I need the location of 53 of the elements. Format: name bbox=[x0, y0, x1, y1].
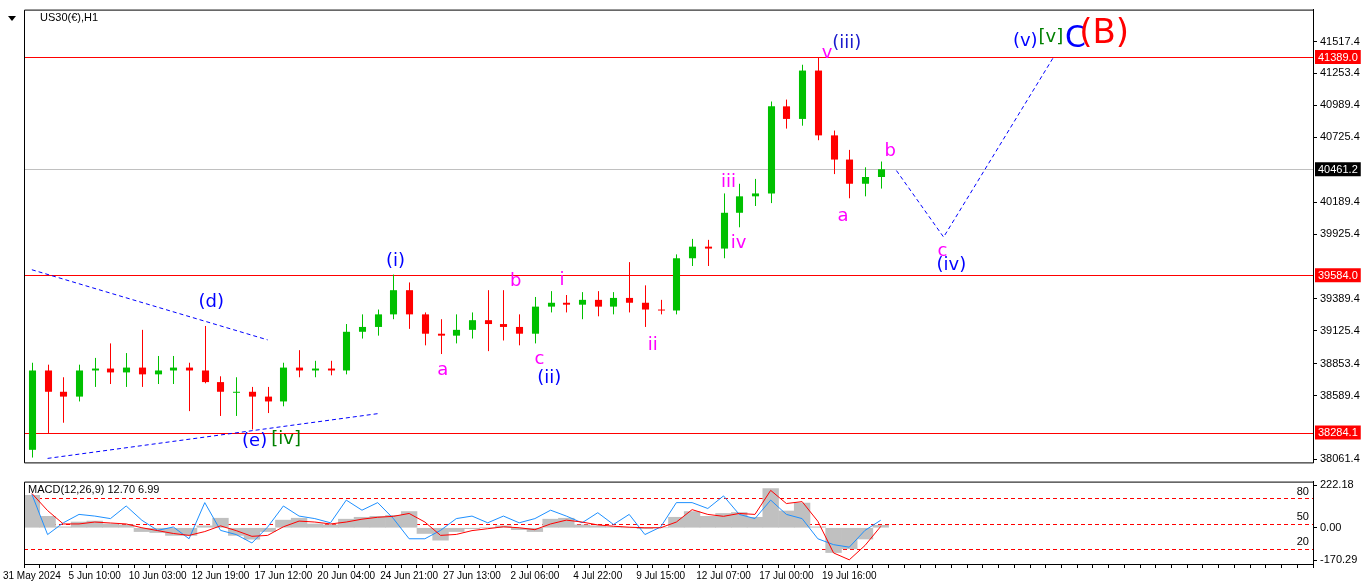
x-tick-label: 17 Jul 00:00 bbox=[759, 569, 815, 581]
annotation: (d) bbox=[198, 290, 224, 312]
annotation: iii bbox=[721, 169, 737, 191]
annotation: a bbox=[437, 357, 449, 379]
x-tick-label: 9 Jul 15:00 bbox=[636, 569, 686, 581]
y-tick-label: 40189.4 bbox=[1320, 195, 1360, 208]
x-tick-label: 17 Jun 12:00 bbox=[254, 569, 313, 581]
annotation: (v) bbox=[1012, 29, 1038, 51]
y-tick-label: 39389.4 bbox=[1320, 291, 1360, 304]
annotation: i bbox=[559, 267, 565, 289]
chart-title: MACD(12,26,9) 12.70 6.99 bbox=[28, 483, 160, 496]
x-tick-label: 27 Jun 13:00 bbox=[443, 569, 502, 581]
x-tick-label: 19 Jul 16:00 bbox=[822, 569, 877, 581]
ref-line-label: 39584.0 bbox=[1318, 268, 1358, 281]
y-tick-label: 39925.4 bbox=[1320, 227, 1360, 240]
y-tick-label: 222.18 bbox=[1320, 478, 1354, 491]
ref-line-label: 50 bbox=[1296, 510, 1309, 523]
annotation: c bbox=[534, 346, 545, 368]
y-tick-label: 38589.4 bbox=[1320, 388, 1360, 401]
y-tick-label: 38061.4 bbox=[1320, 452, 1360, 465]
annotation: (e) bbox=[242, 428, 268, 450]
ref-line-label: 80 bbox=[1296, 484, 1309, 497]
x-tick-label: 12 Jul 07:00 bbox=[696, 569, 752, 581]
y-tick-label: 40989.4 bbox=[1320, 98, 1360, 111]
x-tick-label: 20 Jun 04:00 bbox=[317, 569, 376, 581]
y-tick-label: -170.29 bbox=[1320, 553, 1358, 566]
annotation: a bbox=[837, 203, 849, 225]
x-tick-label: 4 Jul 22:00 bbox=[573, 569, 623, 581]
annotation: v bbox=[821, 41, 833, 63]
annotation: iv bbox=[730, 230, 747, 252]
y-tick-label: 38853.4 bbox=[1320, 356, 1360, 369]
x-tick-label: 31 May 2024 bbox=[2, 569, 62, 581]
x-tick-label: 2 Jul 06:00 bbox=[510, 569, 560, 581]
y-tick-label: 40725.4 bbox=[1320, 130, 1360, 143]
annotation: (i) bbox=[386, 248, 406, 270]
ref-line-label: 38284.1 bbox=[1318, 426, 1358, 439]
annotation: (ii) bbox=[537, 366, 562, 388]
x-tick-label: 10 Jun 03:00 bbox=[128, 569, 187, 581]
annotation: b bbox=[884, 139, 896, 161]
ref-line-label: 40461.2 bbox=[1318, 162, 1358, 175]
annotation: ii bbox=[647, 333, 658, 355]
x-tick-label: 5 Jun 10:00 bbox=[68, 569, 122, 581]
chart-title: US30(€),H1 bbox=[40, 11, 99, 24]
annotation: (iii) bbox=[832, 31, 862, 53]
y-tick-label: 41253.4 bbox=[1320, 66, 1360, 79]
ref-line-label: 41389.0 bbox=[1318, 50, 1358, 63]
y-tick-label: 0.00 bbox=[1320, 520, 1342, 533]
ref-line-label: 20 bbox=[1296, 535, 1309, 548]
y-tick-label: 41517.4 bbox=[1320, 34, 1360, 47]
y-tick-label: 39125.4 bbox=[1320, 323, 1360, 336]
x-tick-label: 12 Jun 19:00 bbox=[191, 569, 250, 581]
annotation: [v] bbox=[1038, 24, 1064, 46]
x-tick-label: 24 Jun 21:00 bbox=[380, 569, 439, 581]
